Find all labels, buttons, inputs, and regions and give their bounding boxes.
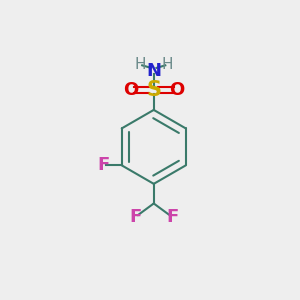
Text: F: F — [97, 156, 110, 174]
Text: S: S — [146, 80, 161, 100]
Text: O: O — [123, 81, 138, 99]
Text: O: O — [169, 81, 184, 99]
Text: H: H — [134, 57, 146, 72]
Text: F: F — [166, 208, 178, 226]
Text: N: N — [146, 62, 161, 80]
Text: H: H — [162, 57, 173, 72]
Text: F: F — [129, 208, 141, 226]
